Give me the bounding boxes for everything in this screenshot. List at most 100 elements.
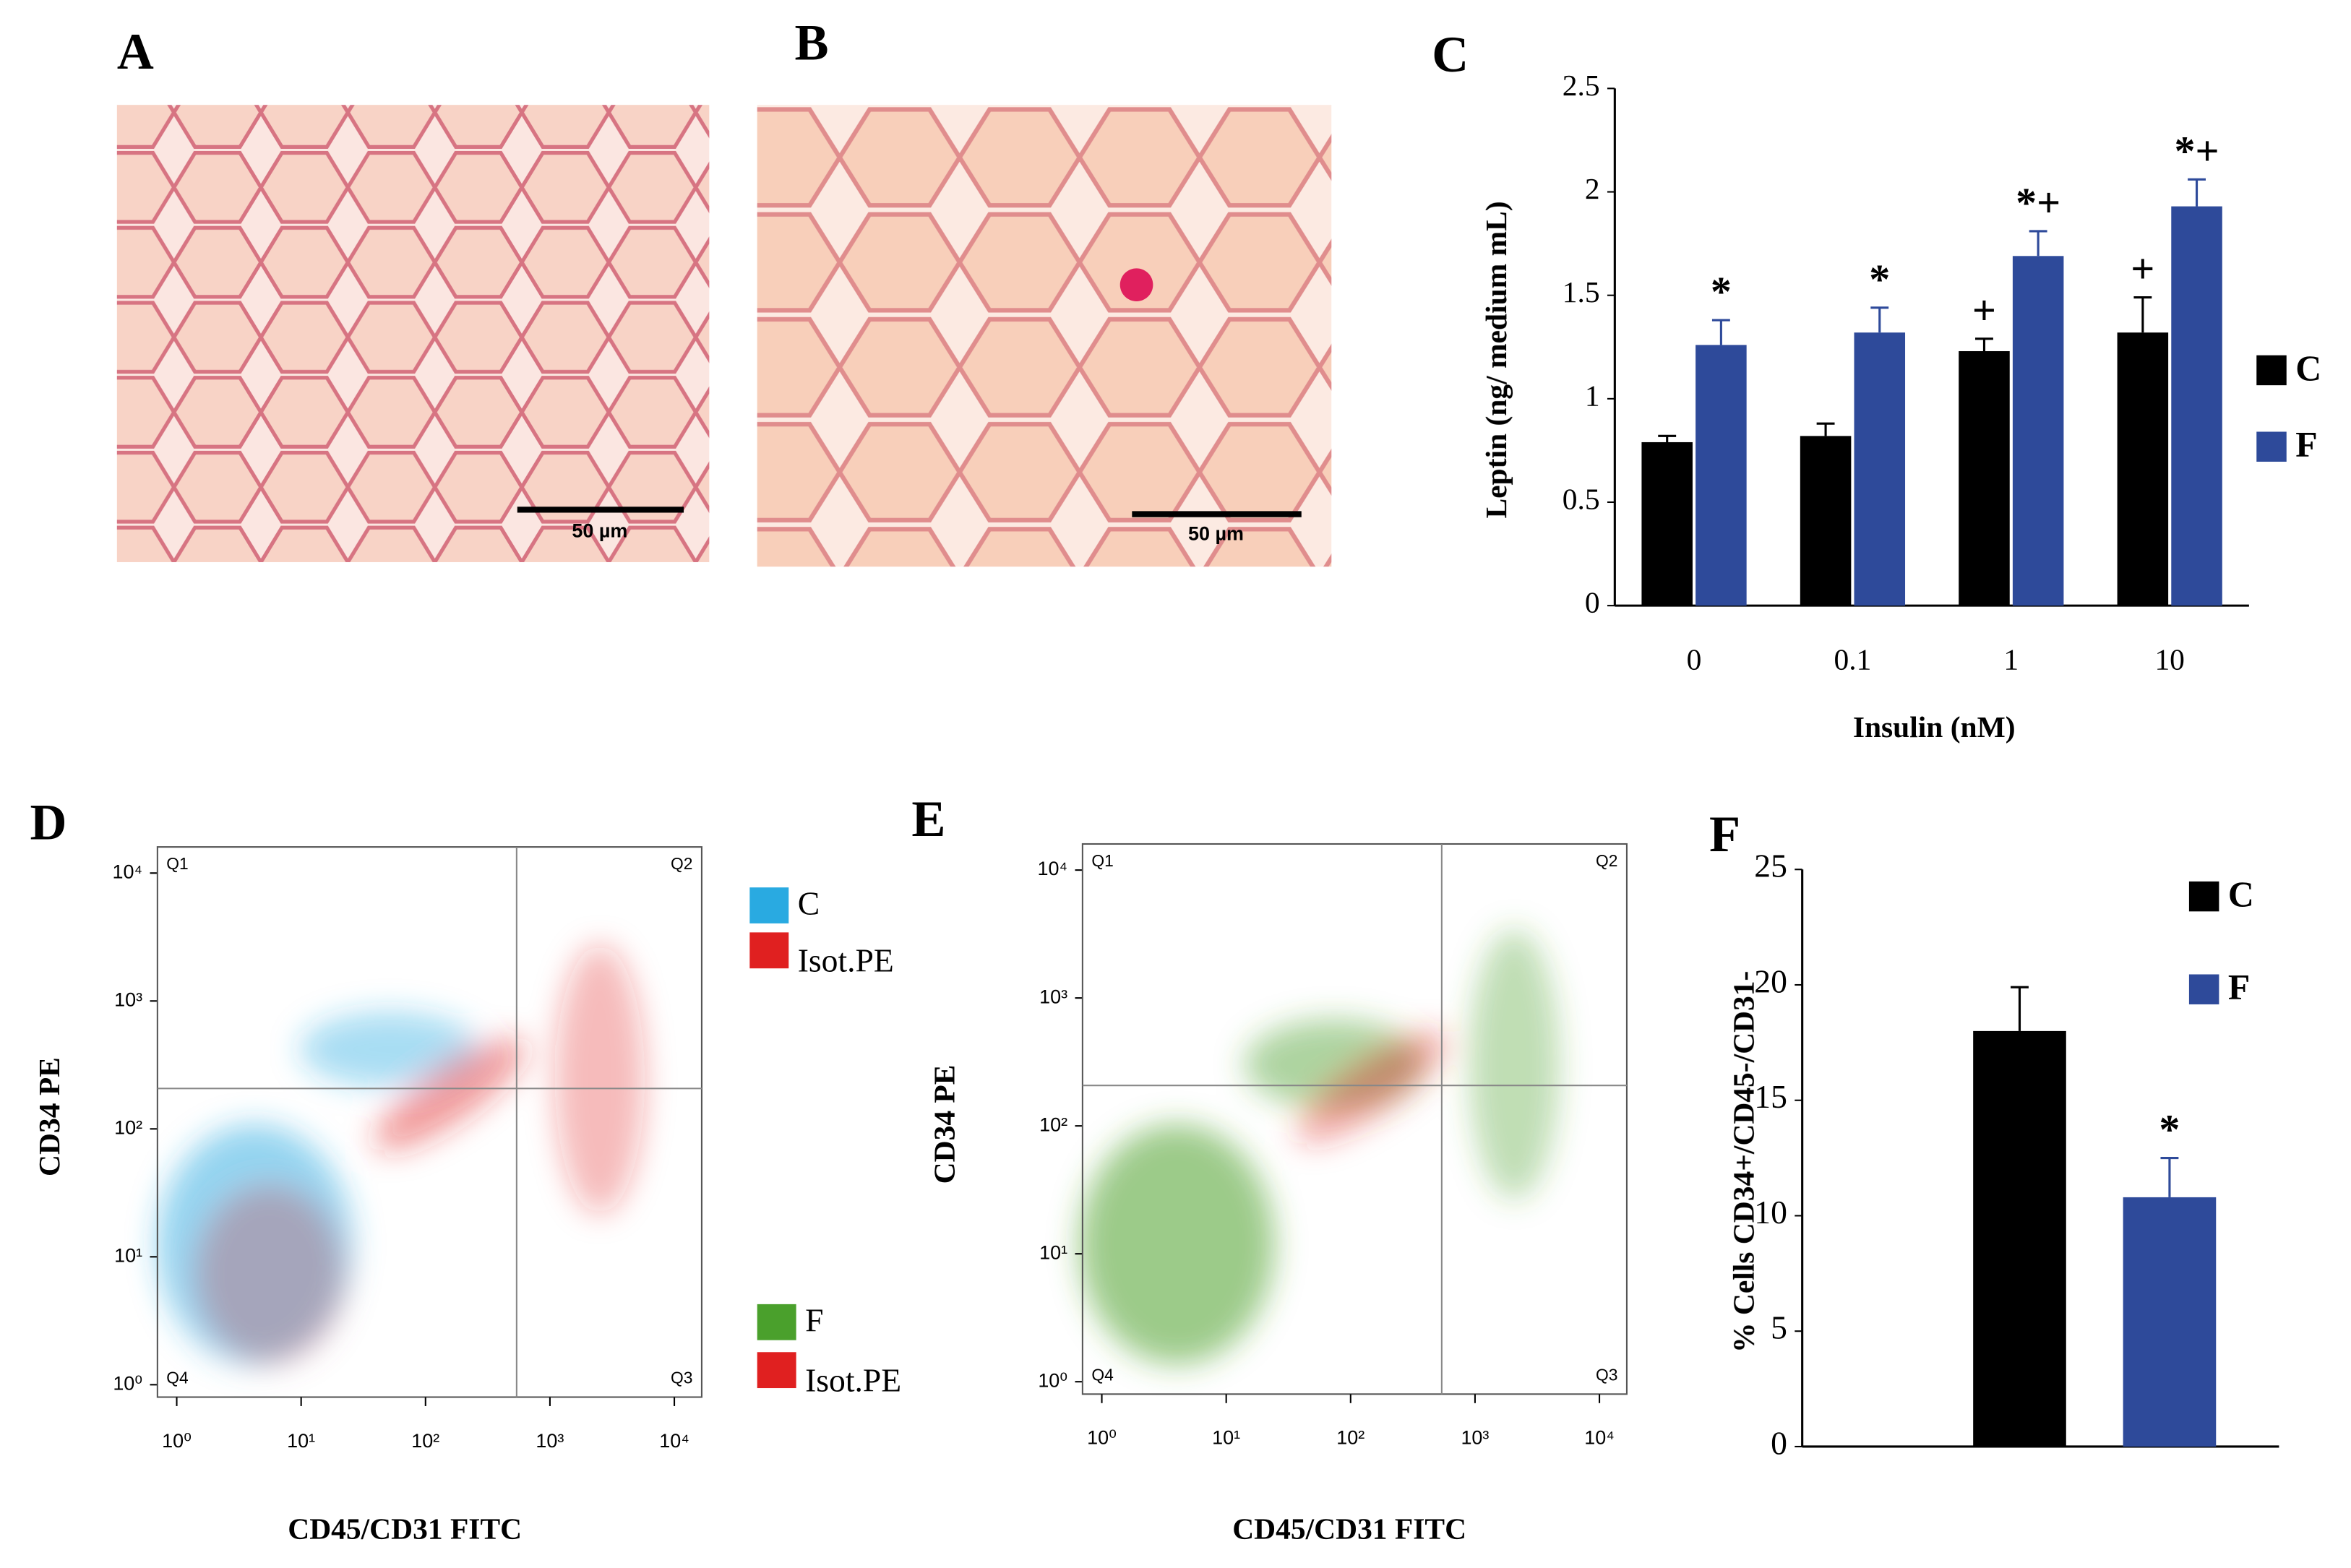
y-tick-label: 10 [1754, 1194, 1787, 1231]
y-tick-label: 10⁰ [1038, 1369, 1067, 1391]
x-axis-label: CD45/CD31 FITC [288, 1512, 522, 1546]
y-tick-label: 10³ [114, 988, 142, 1010]
significance-mark: * [1869, 256, 1890, 303]
y-tick-label: 10¹ [1039, 1241, 1067, 1263]
y-tick-label: 10² [114, 1116, 142, 1138]
error-bar [2011, 986, 2029, 1031]
x-tick-label: 0 [1687, 642, 1702, 676]
bar [1641, 441, 1693, 606]
y-tick-label: 10⁴ [113, 861, 143, 882]
y-tick-label: 25 [1754, 848, 1787, 884]
x-tick-label: 10⁰ [1087, 1427, 1117, 1449]
y-tick-label: 5 [1771, 1309, 1787, 1346]
y-axis-label: Leptin (ng/ medium mL) [1479, 201, 1513, 518]
legend-label: C [2295, 348, 2321, 388]
quadrant-label: Q3 [1596, 1365, 1617, 1384]
legend-label: F [805, 1301, 823, 1338]
bar [1695, 345, 1747, 606]
quadrant-label: Q3 [671, 1369, 692, 1387]
significance-mark: *+ [2174, 128, 2219, 175]
quadrant-label: Q2 [671, 854, 692, 873]
plot-frame [1081, 843, 1628, 1395]
y-axis-label: % Cells CD34+/CD45-/CD31- [1727, 971, 1760, 1353]
scale-bar-label: 50 µm [572, 520, 627, 542]
plot-frame [156, 846, 702, 1398]
error-bar [1711, 319, 1730, 345]
significance-mark: * [2159, 1106, 2180, 1153]
micrograph-b: 50 µm [757, 105, 1332, 567]
x-tick-label: 1 [2003, 642, 2019, 676]
y-tick-label: 10⁰ [113, 1372, 142, 1394]
panel-label: C [1432, 27, 1469, 83]
y-tick-label: 0 [1585, 586, 1600, 619]
panel-label: B [795, 15, 829, 72]
quadrant-label: Q4 [166, 1369, 189, 1387]
y-tick-label: 1 [1585, 379, 1600, 412]
bar [2117, 332, 2169, 606]
bar [2171, 206, 2222, 606]
y-tick-label: 1.5 [1563, 275, 1600, 309]
y-axis-label: CD34 PE [33, 1057, 66, 1176]
x-tick-label: 10³ [1461, 1427, 1489, 1449]
error-bar [1816, 422, 1835, 436]
x-tick-label: 10¹ [1212, 1427, 1240, 1449]
scale-bar-label: 50 µm [1188, 523, 1244, 545]
legend-swatch [749, 932, 789, 969]
significance-mark: + [2131, 246, 2154, 293]
legend-label: C [2228, 874, 2254, 914]
x-tick-label: 10² [1336, 1427, 1364, 1449]
error-bar [2188, 178, 2206, 207]
y-tick-label: 10² [1039, 1113, 1067, 1135]
x-tick-label: 10 [2154, 642, 2184, 676]
legend-label: F [2295, 425, 2317, 465]
significance-mark: + [1972, 287, 1996, 334]
x-tick-label: 10³ [536, 1430, 564, 1452]
legend-swatch [757, 1304, 796, 1340]
density-texture [157, 929, 1560, 1364]
x-tick-label: 10⁴ [1584, 1427, 1615, 1449]
bar [1973, 1030, 2066, 1447]
legend-label: Isot.PE [805, 1361, 901, 1398]
y-tick-label: 2 [1585, 172, 1600, 205]
legend-swatch [749, 887, 789, 923]
significance-mark: * [1711, 268, 1732, 315]
quadrant-label: Q1 [166, 854, 188, 873]
legend-swatch [2256, 431, 2287, 462]
x-tick-label: 10¹ [287, 1430, 315, 1452]
panel-label: F [1709, 806, 1740, 863]
x-tick-label: 0.1 [1834, 642, 1871, 676]
legend-swatch [2188, 974, 2219, 1004]
error-bar [1870, 306, 1889, 333]
y-tick-label: 15 [1754, 1078, 1787, 1115]
x-tick-label: 10⁰ [162, 1430, 192, 1452]
panel-label: E [911, 791, 945, 848]
error-bar [2029, 230, 2047, 257]
error-bar [1658, 434, 1677, 442]
y-tick-label: 0.5 [1563, 482, 1600, 515]
bar [1854, 332, 1906, 606]
panel-label: A [117, 24, 154, 80]
significance-mark: *+ [2016, 179, 2060, 226]
legend-swatch [2188, 881, 2219, 912]
y-tick-label: 10¹ [114, 1244, 142, 1266]
bar [1959, 350, 2010, 606]
legend-label: Isot.PE [798, 942, 894, 978]
y-tick-label: 20 [1754, 962, 1787, 999]
legend-label: C [798, 885, 820, 922]
quadrant-label: Q4 [1091, 1365, 1114, 1384]
micrograph-a: 50 µm [116, 105, 710, 562]
x-axis-label: CD45/CD31 FITC [1232, 1512, 1466, 1546]
quadrant-label: Q2 [1596, 851, 1617, 870]
x-tick-label: 10⁴ [659, 1430, 689, 1452]
legend-label: F [2228, 968, 2250, 1007]
error-bar [1975, 337, 1993, 351]
bar [2012, 256, 2064, 606]
legend-swatch [757, 1352, 796, 1389]
y-tick-label: 10³ [1039, 986, 1067, 1007]
y-tick-label: 2.5 [1563, 69, 1600, 102]
y-tick-label: 10⁴ [1038, 858, 1068, 879]
quadrant-label: Q1 [1091, 851, 1113, 870]
x-tick-label: 10² [411, 1430, 439, 1452]
